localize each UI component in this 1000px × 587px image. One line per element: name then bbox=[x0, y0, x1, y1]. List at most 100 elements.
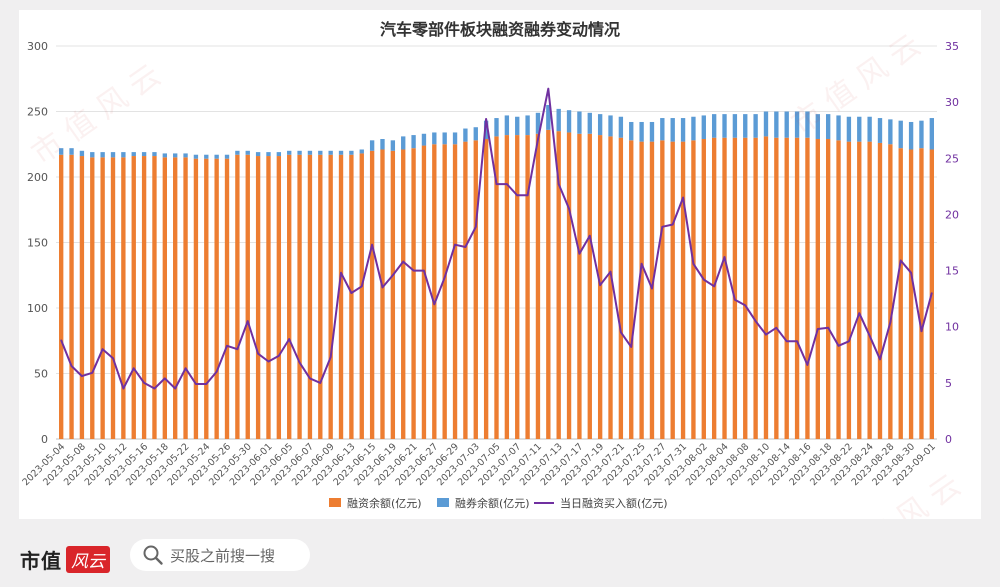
line-point bbox=[609, 270, 612, 273]
line-point bbox=[806, 364, 809, 366]
bar-financing-balance bbox=[836, 140, 841, 439]
line-point bbox=[143, 382, 145, 384]
bar-securities-lending-balance bbox=[629, 121, 634, 141]
bar-financing-balance bbox=[857, 141, 862, 439]
bar-securities-lending-balance bbox=[660, 118, 665, 141]
bar-securities-lending-balance bbox=[276, 152, 282, 157]
line-point bbox=[298, 361, 301, 364]
bar-securities-lending-balance bbox=[577, 111, 582, 134]
bar-securities-lending-balance bbox=[401, 136, 406, 150]
bar-securities-lending-balance bbox=[743, 114, 748, 138]
line-point bbox=[402, 260, 405, 263]
bar-securities-lending-balance bbox=[421, 133, 427, 146]
line-point bbox=[195, 383, 197, 385]
bar-financing-balance bbox=[691, 140, 696, 439]
bar-securities-lending-balance bbox=[701, 115, 706, 140]
bar-securities-lending-balance bbox=[369, 140, 375, 151]
bar-securities-lending-balance bbox=[255, 152, 261, 157]
bar-financing-balance bbox=[369, 150, 375, 440]
line-point bbox=[226, 345, 228, 347]
bar-securities-lending-balance bbox=[494, 118, 499, 137]
bar-financing-balance bbox=[473, 140, 478, 439]
bar-financing-balance bbox=[494, 136, 499, 439]
bar-financing-balance bbox=[888, 144, 893, 439]
bar-financing-balance bbox=[743, 137, 748, 439]
bar-financing-balance bbox=[463, 141, 468, 439]
bar-securities-lending-balance bbox=[919, 120, 924, 149]
line-point bbox=[81, 375, 83, 377]
line-point bbox=[174, 387, 176, 390]
bar-securities-lending-balance bbox=[338, 150, 344, 155]
bar-financing-balance bbox=[805, 137, 810, 439]
bar-securities-lending-balance bbox=[266, 152, 271, 157]
line-point bbox=[910, 272, 912, 274]
line-point bbox=[60, 339, 62, 341]
bar-financing-balance bbox=[59, 154, 64, 440]
line-point bbox=[329, 356, 332, 358]
legend-swatch bbox=[437, 498, 449, 507]
bar-securities-lending-balance bbox=[318, 150, 323, 155]
bar-financing-balance bbox=[297, 154, 302, 440]
line-point bbox=[516, 194, 519, 197]
bar-financing-balance bbox=[577, 133, 582, 439]
line-point bbox=[879, 358, 881, 361]
bar-financing-balance bbox=[919, 148, 924, 439]
bar-financing-balance bbox=[877, 142, 883, 439]
line-point bbox=[723, 256, 726, 258]
line-point bbox=[319, 382, 322, 384]
line-point bbox=[920, 330, 923, 333]
bar-financing-balance bbox=[421, 145, 427, 439]
bar-financing-balance bbox=[204, 158, 209, 439]
legend-label: 融券余额(亿元) bbox=[455, 496, 530, 510]
line-point bbox=[889, 321, 892, 324]
bar-financing-balance bbox=[255, 156, 261, 440]
bar-securities-lending-balance bbox=[131, 152, 136, 157]
brand-logo[interactable]: 市值 风云 bbox=[20, 544, 110, 574]
bar-securities-lending-balance bbox=[908, 121, 914, 150]
line-point bbox=[640, 263, 643, 265]
line-point bbox=[485, 118, 487, 120]
bar-financing-balance bbox=[69, 154, 74, 440]
line-point bbox=[153, 387, 156, 390]
bar-securities-lending-balance bbox=[566, 110, 572, 133]
bar-financing-balance bbox=[525, 135, 530, 439]
bar-securities-lending-balance bbox=[670, 118, 675, 142]
bar-financing-balance bbox=[670, 141, 675, 439]
y-tick-label: 0 bbox=[41, 433, 48, 446]
bar-securities-lending-balance bbox=[152, 152, 157, 157]
bar-financing-balance bbox=[173, 157, 178, 439]
bar-financing-balance bbox=[183, 157, 188, 439]
bar-financing-balance bbox=[908, 149, 914, 440]
search-box[interactable]: 买股之前搜一搜 bbox=[130, 539, 310, 571]
line-point bbox=[288, 338, 291, 340]
bar-securities-lending-balance bbox=[815, 114, 820, 140]
line-point bbox=[464, 246, 467, 248]
line-point bbox=[899, 259, 902, 262]
bar-securities-lending-balance bbox=[390, 140, 396, 151]
line-point bbox=[620, 331, 622, 334]
legend-label: 融资余额(亿元) bbox=[347, 496, 422, 510]
line-point bbox=[931, 292, 933, 294]
line-point bbox=[837, 345, 840, 347]
bar-financing-balance bbox=[401, 149, 406, 440]
bar-securities-lending-balance bbox=[691, 116, 696, 141]
bar-financing-balance bbox=[566, 132, 572, 439]
line-point bbox=[215, 370, 218, 373]
line-point bbox=[132, 367, 135, 370]
bar-financing-balance bbox=[722, 137, 727, 439]
bar-financing-balance bbox=[90, 157, 95, 439]
line-point bbox=[858, 312, 861, 315]
bar-financing-balance bbox=[162, 157, 168, 439]
bar-financing-balance bbox=[121, 157, 126, 439]
bar-securities-lending-balance bbox=[898, 120, 903, 149]
line-point bbox=[661, 225, 664, 228]
bar-securities-lending-balance bbox=[59, 148, 64, 155]
bar-financing-balance bbox=[131, 156, 136, 440]
bar-financing-balance bbox=[307, 154, 313, 440]
line-point bbox=[796, 340, 798, 343]
bar-securities-lending-balance bbox=[836, 115, 841, 141]
line-point bbox=[164, 377, 166, 380]
line-point bbox=[454, 243, 456, 246]
bar-financing-balance bbox=[390, 150, 396, 440]
bar-securities-lending-balance bbox=[732, 114, 738, 138]
